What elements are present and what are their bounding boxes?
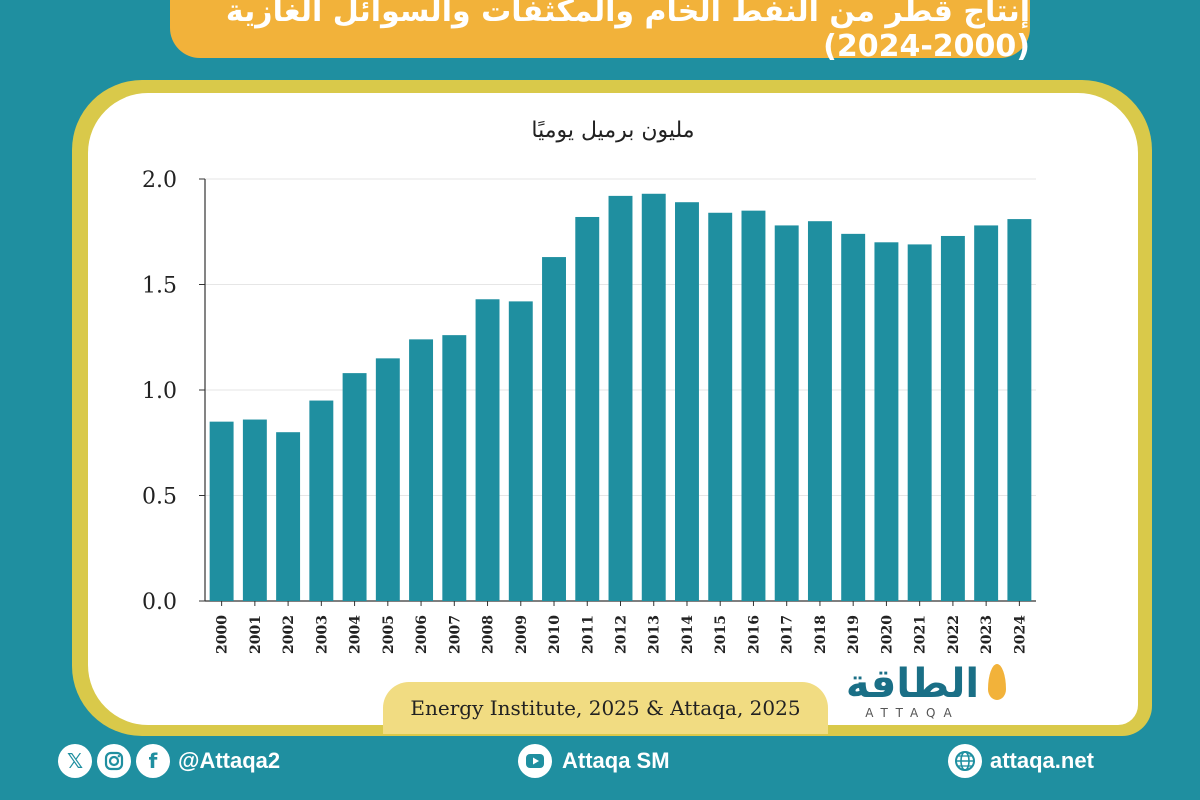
bar-2008 — [475, 299, 500, 601]
facebook-icon[interactable]: f — [136, 744, 170, 778]
bar-2001 — [242, 419, 267, 601]
bar-2017 — [774, 225, 799, 602]
x-tick-label: 2010 — [547, 615, 563, 654]
y-tick-label: 1.0 — [142, 379, 177, 404]
x-tick-label: 2008 — [481, 615, 497, 654]
bar-2010 — [542, 257, 566, 601]
bar-2024 — [1007, 219, 1032, 601]
x-tick-label: 2011 — [580, 615, 596, 654]
bar-2015 — [708, 212, 733, 601]
x-tick-label: 2019 — [846, 615, 862, 654]
y-tick-label: 0.0 — [142, 590, 177, 615]
bar-2021 — [907, 244, 932, 601]
bar-2013 — [641, 193, 666, 601]
bar-2020 — [874, 242, 899, 602]
x-tick-label: 2020 — [879, 615, 895, 654]
bar-2019 — [841, 233, 866, 602]
bar-2022 — [940, 235, 965, 601]
y-tick-label: 0.5 — [142, 485, 177, 510]
x-tick-label: 2009 — [514, 615, 530, 654]
footer: 𝕏 f @Attaqa2 Attaqa SM attaqa.net — [0, 744, 1200, 784]
x-tick-label: 2002 — [281, 615, 297, 654]
bar-2003 — [309, 400, 334, 601]
social-handle[interactable]: @Attaqa2 — [178, 748, 281, 773]
x-tick-label: 2006 — [414, 615, 430, 654]
x-tick-label: 2022 — [946, 615, 962, 654]
chart-title: إنتاج قطر من النفط الخام والمكثفات والسو… — [170, 0, 1030, 64]
youtube-icon[interactable] — [518, 744, 552, 778]
bar-2006 — [409, 339, 434, 601]
youtube-channel[interactable]: Attaqa SM — [562, 748, 670, 773]
x-tick-label: 2000 — [215, 615, 231, 654]
y-tick-label: 2.0 — [142, 168, 177, 193]
x-tick-label: 2003 — [314, 615, 330, 654]
logo-english-text: ATTAQA — [865, 706, 960, 720]
x-tick-label: 2004 — [348, 615, 364, 654]
x-tick-label: 2017 — [780, 615, 796, 654]
source-label: Energy Institute, 2025 & Attaqa, 2025 — [383, 682, 828, 734]
bar-2002 — [276, 432, 301, 601]
bar-2012 — [608, 195, 633, 601]
bar-2004 — [342, 373, 367, 601]
globe-icon[interactable] — [948, 744, 982, 778]
x-tick-label: 2005 — [381, 615, 397, 654]
x-tick-label: 2007 — [447, 615, 463, 654]
x-tick-label: 2024 — [1012, 615, 1028, 654]
y-axis-unit-label: مليون برميل يوميًا — [531, 118, 695, 143]
x-tick-label: 2015 — [713, 615, 729, 654]
bar-2000 — [209, 421, 234, 601]
attaqa-logo: الطاقة ATTAQA — [840, 660, 1006, 720]
x-icon[interactable]: 𝕏 — [58, 744, 92, 778]
instagram-icon[interactable] — [97, 744, 131, 778]
x-tick-label: 2018 — [813, 615, 829, 654]
x-tick-label: 2013 — [647, 615, 663, 654]
x-tick-label: 2021 — [913, 615, 929, 654]
x-tick-label: 2023 — [979, 615, 995, 654]
bar-2014 — [675, 202, 699, 601]
website-link[interactable]: attaqa.net — [990, 748, 1094, 773]
bar-2023 — [974, 225, 999, 602]
y-tick-label: 1.5 — [142, 274, 177, 299]
bar-2011 — [575, 216, 600, 602]
x-tick-label: 2001 — [248, 615, 264, 654]
logo-drop-icon — [988, 664, 1006, 700]
bar-2009 — [508, 301, 533, 601]
x-tick-label: 2014 — [680, 615, 696, 654]
bar-2007 — [442, 335, 467, 601]
bar-2005 — [375, 358, 400, 601]
x-tick-label: 2012 — [614, 615, 630, 654]
logo-arabic-text: الطاقة — [845, 661, 980, 707]
bar-2016 — [741, 210, 766, 601]
x-tick-label: 2016 — [746, 615, 762, 654]
bar-2018 — [807, 221, 832, 601]
